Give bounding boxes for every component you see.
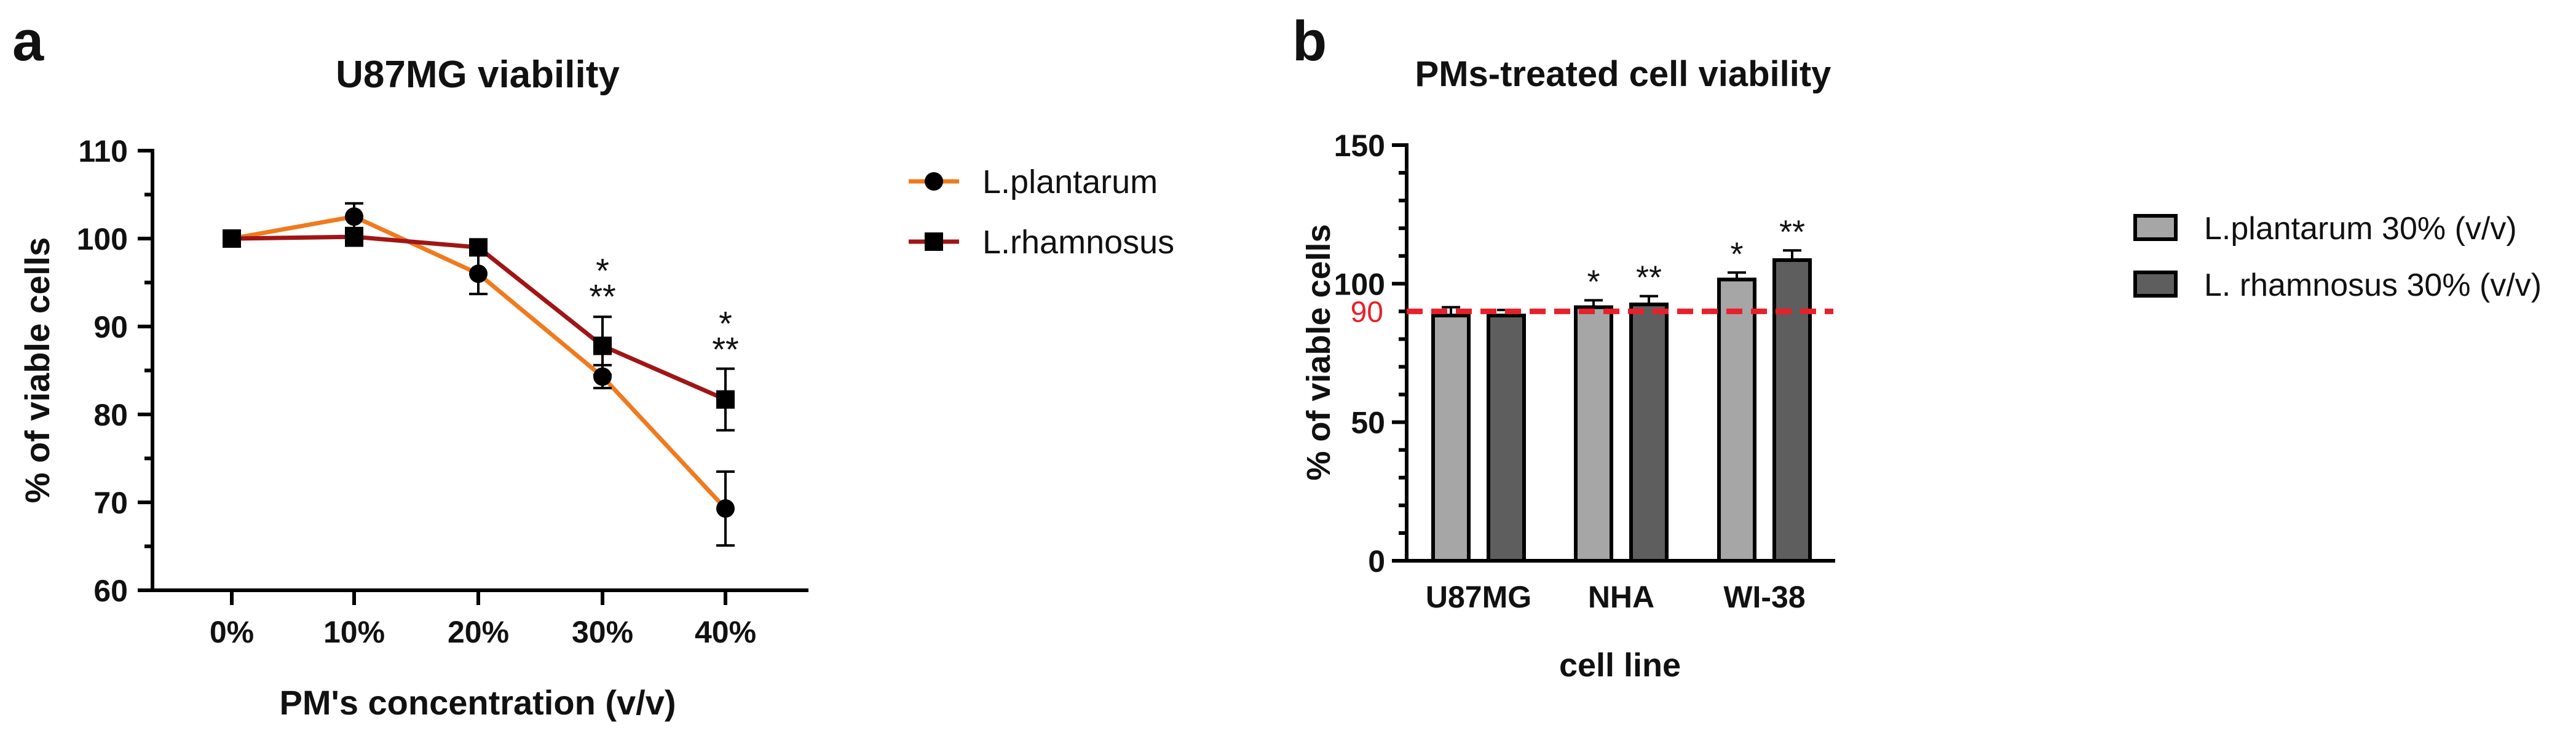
chart-a-legend: L.plantarum L.rhamnosus <box>909 164 1174 261</box>
chart-b-bars: ****** <box>1431 213 1812 563</box>
data-point <box>593 336 612 355</box>
x-tick-label: 0% <box>210 615 254 649</box>
chart-a-series <box>223 202 735 547</box>
legend-label: L.plantarum 30% (v/v) <box>2204 211 2517 247</box>
legend-label: L.plantarum <box>982 164 1158 200</box>
x-tick-label: 40% <box>695 615 756 649</box>
significance-label: ** <box>1636 259 1662 296</box>
significance-label: ** <box>712 330 739 368</box>
y-tick-label: 110 <box>78 134 128 168</box>
data-point <box>716 499 735 518</box>
y-tick-label: 60 <box>93 574 128 608</box>
panel-b: b PMs-treated cell viability cell line %… <box>1292 10 2542 684</box>
chart-a-title: U87MG viability <box>336 53 620 96</box>
y-tick-label: 100 <box>77 222 128 256</box>
bar <box>1772 258 1812 563</box>
series-l-plantarum-30: ** <box>1431 235 1756 563</box>
y-tick-label: 80 <box>93 398 128 432</box>
significance-label: ** <box>1779 213 1805 250</box>
series-l-rhamnosus <box>223 226 735 432</box>
error-bar <box>1783 249 1801 261</box>
x-tick-label: 30% <box>572 615 633 649</box>
error-bar <box>1728 271 1746 280</box>
chart-a-axes: 60 70 80 90 100 110 0% 10% 20% 30% 40% <box>77 134 808 649</box>
data-point <box>223 229 241 248</box>
data-point <box>345 228 363 247</box>
y-tick-label: 100 <box>1334 267 1385 301</box>
y-tick-label: 150 <box>1334 129 1385 163</box>
significance-label: * <box>596 251 609 290</box>
significance-label: ** <box>589 277 616 316</box>
x-tick-label: U87MG <box>1426 580 1531 614</box>
x-tick-label: NHA <box>1588 580 1654 614</box>
data-point <box>469 264 488 283</box>
chart-a-ylabel: % of viable cells <box>18 237 57 504</box>
legend-item-l-plantarum-30: L.plantarum 30% (v/v) <box>2133 211 2517 247</box>
series-l-rhamnosus-30: **** <box>1487 213 1812 563</box>
data-point <box>345 207 363 226</box>
error-bar <box>1442 306 1460 316</box>
bar <box>1487 314 1526 563</box>
legend-label: L.rhamnosus <box>982 224 1174 261</box>
data-point <box>593 367 612 386</box>
chart-b-title: PMs-treated cell viability <box>1415 54 1831 94</box>
error-bar <box>1640 295 1658 305</box>
legend-item-l-plantarum: L.plantarum <box>909 164 1158 200</box>
y-tick-label: 90 <box>93 310 128 344</box>
chart-b-reference: 90 <box>1351 296 1833 328</box>
x-tick-label: 20% <box>448 615 509 649</box>
reference-line-label: 90 <box>1351 296 1383 328</box>
panel-a: a U87MG viability PM's concentration (v/… <box>12 10 1174 722</box>
legend-marker <box>925 172 943 191</box>
panel-letter-b: b <box>1292 10 1327 73</box>
legend-swatch <box>2133 271 2178 298</box>
x-tick-label: 10% <box>323 615 385 649</box>
series-l-plantarum <box>223 202 735 547</box>
chart-a-annotations: ****** <box>589 251 739 369</box>
significance-label: * <box>1587 263 1600 300</box>
bar <box>1717 277 1756 563</box>
legend-item-l-rhamnosus: L.rhamnosus <box>909 224 1174 261</box>
chart-b-ylabel: % of viable cells <box>1300 224 1337 480</box>
y-tick-label: 50 <box>1351 406 1385 440</box>
chart-b-legend: L.plantarum 30% (v/v) L. rhamnosus 30% (v… <box>2133 211 2542 303</box>
data-point <box>716 390 735 409</box>
y-tick-label: 0 <box>1368 544 1385 579</box>
legend-label: L. rhamnosus 30% (v/v) <box>2204 267 2542 303</box>
error-bar <box>1584 299 1603 307</box>
legend-marker <box>925 232 943 251</box>
bar <box>1431 314 1471 563</box>
panel-letter-a: a <box>12 10 44 73</box>
y-tick-label: 70 <box>93 486 128 520</box>
significance-label: * <box>719 304 732 342</box>
chart-a-xlabel: PM's concentration (v/v) <box>280 683 676 722</box>
bar <box>1629 303 1669 563</box>
legend-swatch <box>2133 214 2178 241</box>
data-point <box>469 238 488 257</box>
bar <box>1574 305 1613 563</box>
x-tick-label: WI-38 <box>1723 580 1805 614</box>
chart-b-xlabel: cell line <box>1559 647 1681 684</box>
legend-item-l-rhamnosus-30: L. rhamnosus 30% (v/v) <box>2133 267 2542 303</box>
significance-label: * <box>1730 235 1743 272</box>
chart-b-axes: 0 50 100 150 U87MG NHA WI-38 <box>1334 129 1835 614</box>
